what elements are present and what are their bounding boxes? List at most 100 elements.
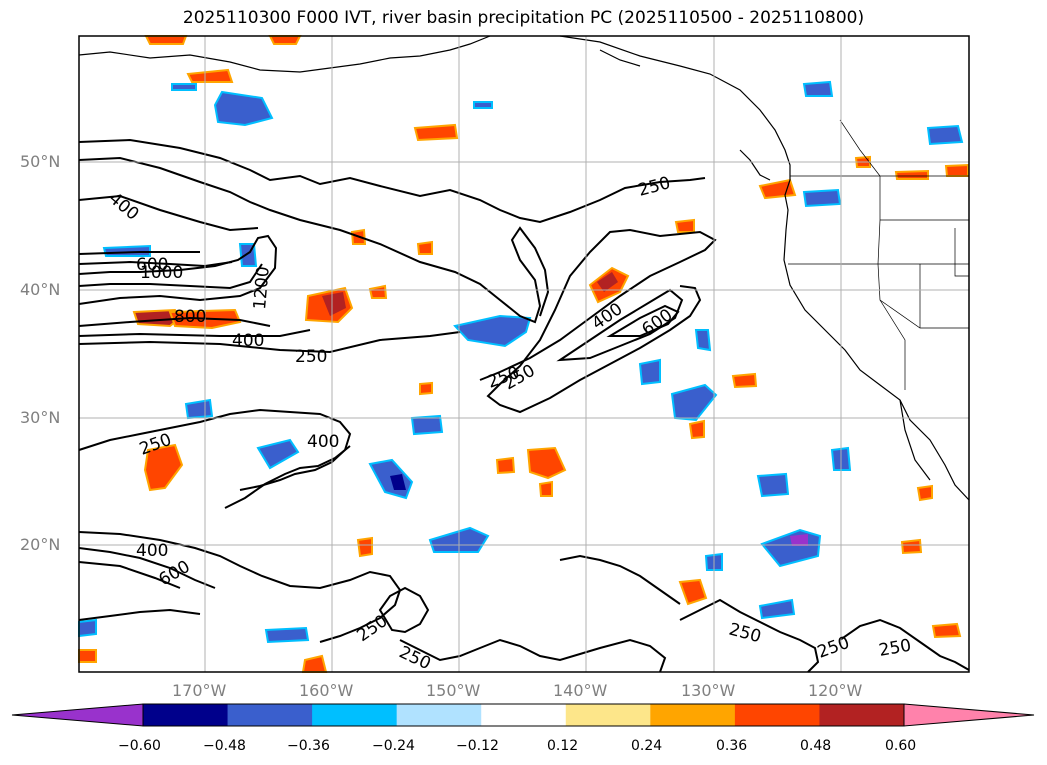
contour-label: 1000 bbox=[140, 263, 183, 283]
lon-label-170w: 170°W bbox=[172, 681, 227, 700]
precip-positive-blob bbox=[143, 443, 184, 492]
precip-negative-blob bbox=[694, 329, 712, 352]
precip-positive-blob bbox=[186, 68, 234, 83]
map-title: 2025110300 F000 IVT, river basin precipi… bbox=[182, 8, 865, 28]
precip-positive-blob bbox=[678, 578, 708, 606]
border bbox=[954, 228, 969, 277]
precip-negative-blob bbox=[213, 90, 274, 127]
precip-negative-blob bbox=[802, 80, 834, 97]
contour-line bbox=[78, 234, 278, 305]
precip-negative-blob bbox=[758, 598, 796, 620]
lat-label-50n: 50°N bbox=[20, 152, 61, 171]
precip-positive-blob bbox=[78, 649, 97, 663]
precip-positive-blob bbox=[944, 163, 969, 177]
colorbar-extend-left bbox=[11, 703, 144, 727]
precip-positive-blob bbox=[731, 372, 758, 389]
colorbar-tick: 0.24 bbox=[631, 738, 663, 754]
precip-negative-blob bbox=[256, 438, 300, 470]
precip-negative-blob bbox=[790, 534, 808, 546]
colorbar-segment bbox=[650, 704, 736, 726]
precip-positive-blob bbox=[322, 292, 346, 316]
colorbar-segment bbox=[227, 704, 313, 726]
lat-label-30n: 30°N bbox=[20, 408, 61, 427]
colorbar-segment bbox=[734, 704, 820, 726]
contour-line bbox=[399, 638, 667, 673]
precip-positive-blob bbox=[688, 419, 705, 440]
contour-label: 1200 bbox=[250, 266, 274, 311]
contour-line bbox=[78, 331, 461, 354]
ivt-contours bbox=[78, 138, 970, 673]
contour-line bbox=[78, 251, 200, 255]
precip-positive-blob bbox=[419, 381, 433, 396]
contour-line bbox=[78, 316, 271, 327]
contour-line bbox=[78, 608, 201, 621]
precip-positive-blob bbox=[538, 480, 553, 497]
contour-line bbox=[78, 329, 311, 337]
colorbar-tick: −0.48 bbox=[203, 738, 246, 754]
colorbar-tick: −0.36 bbox=[287, 738, 330, 754]
lon-label-150w: 150°W bbox=[426, 681, 481, 700]
border bbox=[839, 119, 969, 329]
precip-positive-blob bbox=[894, 169, 929, 180]
precip-positive-blob bbox=[495, 456, 516, 475]
contour-label: 250 bbox=[295, 347, 327, 367]
precip-negative-blob bbox=[390, 474, 406, 490]
precip-negative-blob bbox=[638, 358, 661, 386]
contour-line bbox=[78, 138, 706, 224]
contour-label: 400 bbox=[136, 541, 168, 561]
precip-negative-blob bbox=[473, 101, 493, 109]
colorbar-tick: 0.48 bbox=[800, 738, 832, 754]
colorbar-segment bbox=[565, 704, 651, 726]
precip-positive-blob bbox=[416, 240, 433, 255]
coastline bbox=[78, 35, 491, 73]
contour-line bbox=[78, 156, 550, 324]
contour-line bbox=[78, 561, 181, 589]
border bbox=[879, 299, 906, 390]
precip-negative-blob bbox=[926, 124, 964, 146]
precip-positive-blob bbox=[597, 272, 618, 292]
precip-positive-blob bbox=[144, 35, 188, 45]
precip-negative-blob bbox=[78, 618, 97, 638]
colorbar-tick: −0.24 bbox=[372, 738, 415, 754]
precip-positive-blob bbox=[413, 123, 459, 142]
contour-line bbox=[479, 228, 717, 414]
colorbar bbox=[11, 703, 1035, 727]
contour-label: 600 bbox=[136, 255, 168, 275]
colorbar-segment bbox=[819, 704, 905, 726]
contour-line bbox=[839, 618, 970, 671]
precip-positive-blob bbox=[526, 446, 567, 480]
precip-positive-blob bbox=[900, 538, 923, 555]
precip-negative-blob bbox=[410, 414, 444, 436]
lat-label-40n: 40°N bbox=[20, 280, 61, 299]
colorbar-outline bbox=[142, 703, 905, 727]
coastline bbox=[739, 149, 771, 181]
colorbar-tick: 0.60 bbox=[885, 738, 917, 754]
precip-negative-blob bbox=[184, 398, 214, 420]
map-background bbox=[79, 36, 969, 672]
precip-negative-blob bbox=[453, 314, 532, 348]
precip-positive-blob bbox=[268, 35, 302, 45]
coastline bbox=[899, 399, 931, 481]
contour-line bbox=[78, 260, 233, 268]
precip-positive-blob bbox=[916, 484, 933, 502]
contour-label: 400 bbox=[307, 432, 339, 452]
coastline bbox=[599, 49, 641, 67]
contour-label: 400 bbox=[232, 331, 264, 351]
precip-positive-blob bbox=[674, 218, 695, 233]
contour-line bbox=[78, 531, 402, 643]
lon-label-130w: 130°W bbox=[681, 681, 736, 700]
colorbar-tick: 0.12 bbox=[547, 738, 579, 754]
lon-label-140w: 140°W bbox=[553, 681, 608, 700]
contour-line bbox=[78, 194, 259, 232]
precip-negative-blob bbox=[756, 472, 790, 498]
colorbar-segment bbox=[312, 704, 398, 726]
contour-line bbox=[378, 586, 430, 634]
precip-positive-blob bbox=[758, 178, 797, 200]
contour-line bbox=[556, 288, 684, 362]
precip-positive-blob bbox=[356, 536, 373, 558]
state-borders bbox=[788, 119, 969, 390]
contour-label: 800 bbox=[174, 307, 206, 327]
colorbar-segment bbox=[396, 704, 482, 726]
contour-line bbox=[78, 263, 263, 290]
